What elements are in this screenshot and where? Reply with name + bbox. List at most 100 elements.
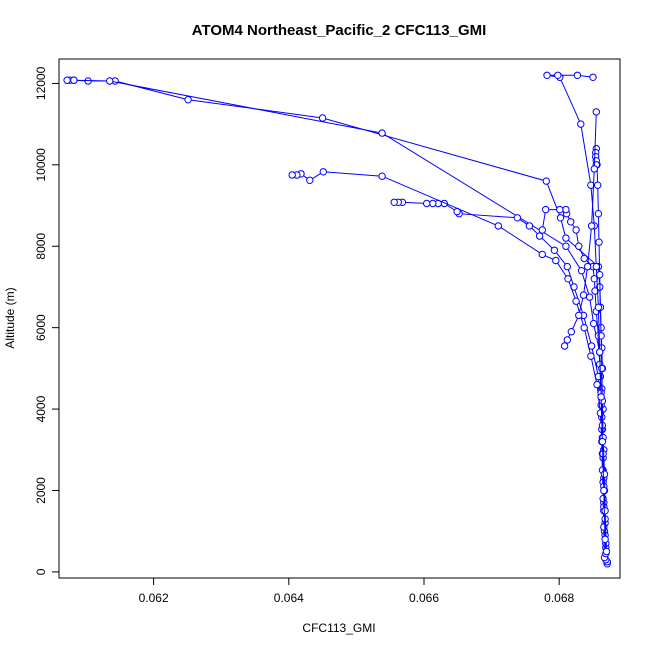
y-tick-label: 12000 (34, 66, 48, 100)
x-tick-label: 0.062 (139, 591, 169, 605)
data-point (593, 380, 601, 389)
data-point (596, 271, 604, 279)
data-point (567, 328, 575, 336)
y-tick-label: 10000 (34, 148, 48, 182)
data-point (600, 486, 608, 495)
data-point (577, 120, 585, 128)
data-point (590, 165, 598, 173)
data-point (378, 129, 386, 137)
data-point (538, 250, 546, 259)
data-point (318, 114, 327, 122)
data-point (556, 214, 565, 222)
y-tick-label: 4000 (34, 395, 48, 422)
data-point (564, 275, 572, 283)
data-point (585, 293, 594, 301)
data-point (563, 336, 571, 344)
data-point (494, 222, 502, 230)
data-point (390, 198, 398, 207)
data-point (542, 177, 550, 185)
data-point (579, 291, 588, 299)
data-point (429, 199, 437, 208)
data-point (587, 181, 595, 189)
chart-title: ATOM4 Northeast_Pacific_2 CFC113_GMI (192, 22, 487, 39)
data-point (601, 507, 609, 515)
data-point (573, 71, 582, 80)
data-point (525, 222, 534, 230)
data-point (378, 172, 386, 180)
data-point (567, 218, 575, 226)
data-point (590, 275, 598, 283)
series-line (69, 79, 608, 564)
data-point (577, 267, 586, 275)
data-point (106, 77, 114, 85)
data-point (70, 76, 78, 84)
data-point (598, 364, 606, 373)
series-line (67, 79, 608, 562)
series-layer (63, 71, 611, 568)
data-point (288, 171, 296, 179)
data-point (552, 256, 560, 265)
data-point (592, 108, 600, 116)
data-point (562, 205, 570, 214)
y-tick-label: 2000 (34, 477, 48, 504)
data-point (598, 437, 607, 446)
data-point (572, 297, 580, 305)
data-point (513, 214, 521, 222)
data-point (587, 222, 596, 230)
data-point (594, 210, 603, 218)
data-point (538, 226, 546, 234)
data-point (306, 176, 314, 185)
data-point (602, 547, 611, 556)
data-point (580, 254, 588, 263)
data-point (594, 181, 602, 189)
data-point (587, 352, 595, 360)
x-axis-label: CFC113_GMI (302, 621, 375, 635)
data-point (563, 262, 571, 271)
data-point (596, 348, 604, 356)
data-point (597, 393, 605, 401)
x-tick-label: 0.064 (274, 591, 304, 605)
y-tick-label: 8000 (34, 233, 48, 260)
data-point (594, 303, 603, 311)
data-point (562, 242, 570, 250)
data-point (583, 262, 592, 271)
data-point (535, 232, 544, 240)
x-tick-label: 0.068 (544, 591, 574, 605)
data-point (575, 242, 583, 250)
x-axis: 0.062 0.064 0.066 0.068 (139, 577, 575, 605)
y-axis-label: Altitude (m) (3, 287, 17, 348)
data-point (601, 535, 609, 543)
data-point (550, 246, 559, 255)
profile-series (390, 198, 610, 564)
data-point (319, 168, 327, 176)
data-point (556, 205, 564, 214)
data-point (560, 342, 569, 350)
data-point (575, 311, 583, 320)
data-point (542, 205, 550, 214)
profile-series (543, 71, 609, 543)
y-tick-label: 6000 (34, 314, 48, 341)
data-point (63, 76, 71, 84)
data-point (554, 71, 562, 80)
y-axis: 0 2000 4000 6000 8000 10000 12000 (34, 66, 60, 575)
data-point (423, 199, 431, 208)
y-tick-label: 0 (34, 568, 48, 575)
data-point (543, 71, 551, 80)
data-point (592, 262, 600, 271)
series-line (292, 171, 605, 558)
profile-series (66, 76, 611, 568)
data-point (589, 319, 598, 328)
profile-series (288, 168, 609, 562)
data-point (589, 73, 597, 82)
profile-series (63, 76, 611, 566)
data-point (580, 324, 588, 332)
data-point (600, 470, 609, 478)
plot-frame (58, 58, 621, 579)
data-point (591, 287, 599, 295)
data-point (572, 226, 580, 234)
x-tick-label: 0.066 (409, 591, 439, 605)
profile-series (560, 108, 600, 350)
data-point (184, 96, 192, 104)
data-point (562, 234, 570, 242)
